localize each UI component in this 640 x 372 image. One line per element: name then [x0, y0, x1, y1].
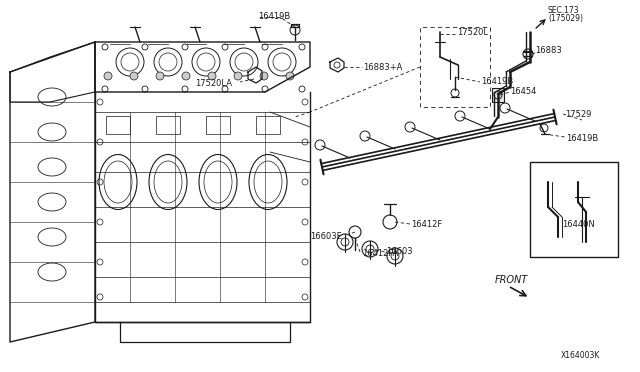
Circle shape: [104, 72, 112, 80]
Text: 16454: 16454: [510, 87, 536, 96]
Bar: [530, 162, 618, 257]
Text: 16419B: 16419B: [258, 12, 291, 20]
Bar: [106, 116, 130, 134]
Circle shape: [260, 72, 268, 80]
Text: SEC.173: SEC.173: [548, 6, 580, 15]
Text: X164003K: X164003K: [560, 351, 600, 360]
Bar: [206, 116, 230, 134]
Text: FRONT: FRONT: [495, 275, 528, 285]
Text: 17529: 17529: [565, 109, 591, 119]
Bar: [256, 116, 280, 134]
Text: 16883+A: 16883+A: [363, 62, 403, 71]
Text: 17520LA: 17520LA: [195, 78, 232, 87]
Bar: [156, 116, 180, 134]
Bar: [492, 88, 504, 102]
Circle shape: [182, 72, 190, 80]
Text: 16419B: 16419B: [481, 77, 513, 86]
Text: 16883: 16883: [535, 45, 562, 55]
Circle shape: [130, 72, 138, 80]
Circle shape: [286, 72, 294, 80]
Text: 16412FA: 16412FA: [362, 248, 398, 257]
Circle shape: [234, 72, 242, 80]
Text: 16603: 16603: [386, 247, 413, 257]
Text: 16419B: 16419B: [566, 134, 598, 142]
Text: 16412F: 16412F: [411, 219, 442, 228]
Circle shape: [156, 72, 164, 80]
Text: 16440N: 16440N: [562, 219, 595, 228]
Text: (175029): (175029): [548, 13, 583, 22]
Text: 16603E: 16603E: [310, 231, 342, 241]
Circle shape: [208, 72, 216, 80]
Text: 17520L: 17520L: [457, 28, 488, 36]
